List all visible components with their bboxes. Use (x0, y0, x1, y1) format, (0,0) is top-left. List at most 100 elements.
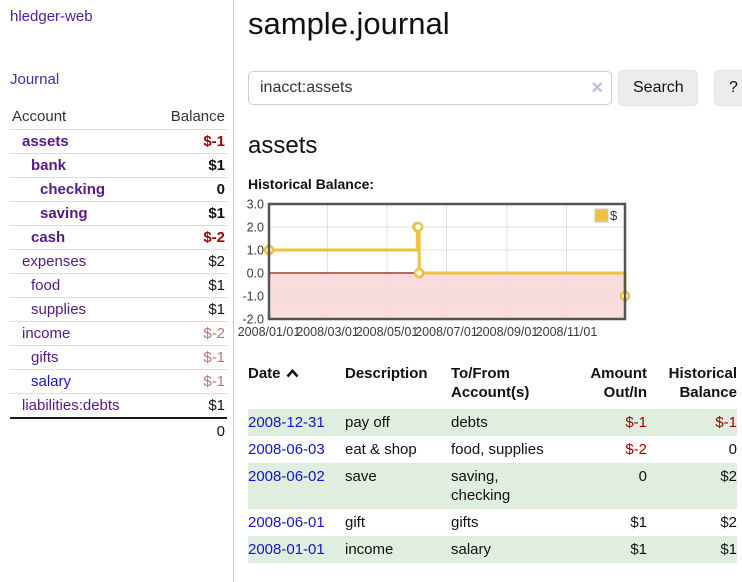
account-column-header: Account (10, 105, 153, 130)
historical-balance-chart: $3.0 2.0 1.0 0.0 -1.0 -2.0 2008/01/01 2008/03/0… (238, 199, 742, 347)
account-link[interactable]: income (22, 325, 71, 342)
account-row: assets $-1 (10, 129, 227, 154)
date-column-header[interactable]: Date (248, 364, 345, 409)
transaction-date-link[interactable]: 2008-06-01 (248, 514, 325, 531)
page-title: sample.journal (248, 6, 450, 41)
account-balance: $-2 (152, 321, 227, 346)
svg-text:2.0: 2.0 (247, 221, 264, 235)
account-balance: $1 (152, 297, 227, 322)
sidebar: hledger-web Journal Account Balance asse… (0, 0, 234, 582)
transaction-date-link[interactable]: 2008-12-31 (248, 414, 325, 431)
transaction-row: 2008-12-31 pay off debts $-1 $-1 (248, 409, 737, 436)
transaction-amount: $1 (630, 514, 647, 531)
account-balance: $1 (152, 393, 227, 419)
account-row: income $-2 (10, 321, 227, 346)
chart-title: Historical Balance: (248, 176, 375, 192)
svg-text:2008/11/01: 2008/11/01 (536, 325, 598, 339)
transaction-amount: $-1 (565, 409, 647, 436)
account-row: supplies $1 (10, 297, 227, 322)
account-link[interactable]: cash (31, 229, 66, 246)
accounts-total-spacer (10, 417, 153, 443)
app-title-link[interactable]: hledger-web (10, 8, 93, 25)
account-link[interactable]: checking (40, 181, 106, 198)
transaction-accounts: food, supplies (451, 441, 544, 458)
transaction-description: pay off (345, 409, 451, 436)
transaction-date-link[interactable]: 2008-01-01 (248, 541, 325, 558)
transaction-balance: $1 (647, 536, 737, 563)
chevron-up-icon (286, 364, 299, 383)
amount-column-header: Amount Out/In (590, 365, 647, 401)
transaction-accounts: gifts (451, 514, 479, 531)
account-row: salary $-1 (10, 369, 227, 394)
register-table: Date Description To/From Account(s) Amou… (248, 364, 737, 563)
account-link[interactable]: food (31, 277, 61, 294)
transaction-row: 2008-06-02 save saving, checking 0 $2 (248, 463, 737, 509)
search-form: × Search ? (248, 70, 742, 106)
transaction-balance: $2 (647, 463, 737, 509)
transaction-balance: 0 (728, 441, 737, 458)
svg-text:2008/01/01: 2008/01/01 (238, 325, 300, 339)
accounts-header-row: Account Balance (10, 105, 227, 130)
description-column-header: Description (345, 365, 428, 382)
transaction-amount: 0 (565, 463, 647, 509)
account-balance: 0 (152, 177, 227, 202)
svg-text:-1.0: -1.0 (242, 290, 264, 304)
main-panel: sample.journal × Search ? assets Histori… (234, 0, 742, 582)
balance-column-header: Balance (152, 105, 227, 130)
account-link[interactable]: gifts (31, 349, 59, 366)
transaction-description: gift (345, 514, 366, 531)
transaction-description: save (345, 463, 451, 509)
account-balance: $-1 (152, 369, 227, 394)
transaction-accounts: debts (451, 409, 565, 436)
balance-column-header-main: Historical Balance (668, 365, 737, 401)
svg-text:2008/03/01: 2008/03/01 (296, 325, 359, 339)
account-balance: $-2 (152, 225, 227, 250)
svg-text:2008/09/01: 2008/09/01 (476, 325, 539, 339)
account-row: saving $1 (10, 201, 227, 226)
svg-text:3.0: 3.0 (247, 199, 264, 212)
transaction-amount: $-2 (625, 441, 647, 458)
accounts-table: Account Balance assets $-1 bank $1 checking 0… (10, 105, 227, 443)
search-input[interactable] (248, 71, 612, 105)
svg-text:2008/05/01: 2008/05/01 (356, 325, 419, 339)
transaction-accounts: salary (451, 536, 565, 563)
account-link[interactable]: liabilities:debts (22, 397, 120, 414)
account-link[interactable]: bank (31, 157, 67, 174)
svg-text:-2.0: -2.0 (242, 313, 264, 327)
account-link[interactable]: salary (31, 373, 72, 390)
clear-search-icon[interactable]: × (591, 77, 603, 99)
account-link[interactable]: assets (22, 133, 69, 150)
account-balance: $-1 (152, 345, 227, 370)
account-balance: $-1 (152, 129, 227, 154)
account-balance: $1 (152, 153, 227, 178)
search-button[interactable]: Search (618, 70, 698, 106)
accounts-total-value: 0 (152, 417, 227, 443)
account-balance: $1 (152, 273, 227, 298)
transaction-balance: $2 (720, 514, 737, 531)
transaction-description: income (345, 536, 451, 563)
svg-text:0.0: 0.0 (247, 267, 264, 281)
svg-text:1.0: 1.0 (247, 244, 264, 258)
account-link[interactable]: supplies (31, 301, 87, 318)
transaction-date-link[interactable]: 2008-06-02 (248, 468, 325, 485)
account-link[interactable]: expenses (22, 253, 87, 270)
account-row: bank $1 (10, 153, 227, 178)
journal-link[interactable]: Journal (10, 71, 60, 88)
accounts-column-header: To/From Account(s) (451, 365, 530, 401)
transaction-row: 2008-01-01 income salary $1 $1 (248, 536, 737, 563)
account-row: checking 0 (10, 177, 227, 202)
account-row: expenses $2 (10, 249, 227, 274)
transaction-description: eat & shop (345, 441, 417, 458)
help-button[interactable]: ? (714, 70, 742, 106)
transaction-balance: $-1 (647, 409, 737, 436)
account-row: food $1 (10, 273, 227, 298)
transaction-amount: $1 (565, 536, 647, 563)
account-balance: $2 (152, 249, 227, 274)
journal-nav: Journal (10, 71, 227, 88)
account-link[interactable]: saving (40, 205, 88, 222)
transaction-date-link[interactable]: 2008-06-03 (248, 441, 325, 458)
transaction-row: 2008-06-03 eat & shop food, supplies $-2 0 (248, 436, 737, 463)
account-heading: assets (248, 132, 318, 159)
account-row: cash $-2 (10, 225, 227, 250)
